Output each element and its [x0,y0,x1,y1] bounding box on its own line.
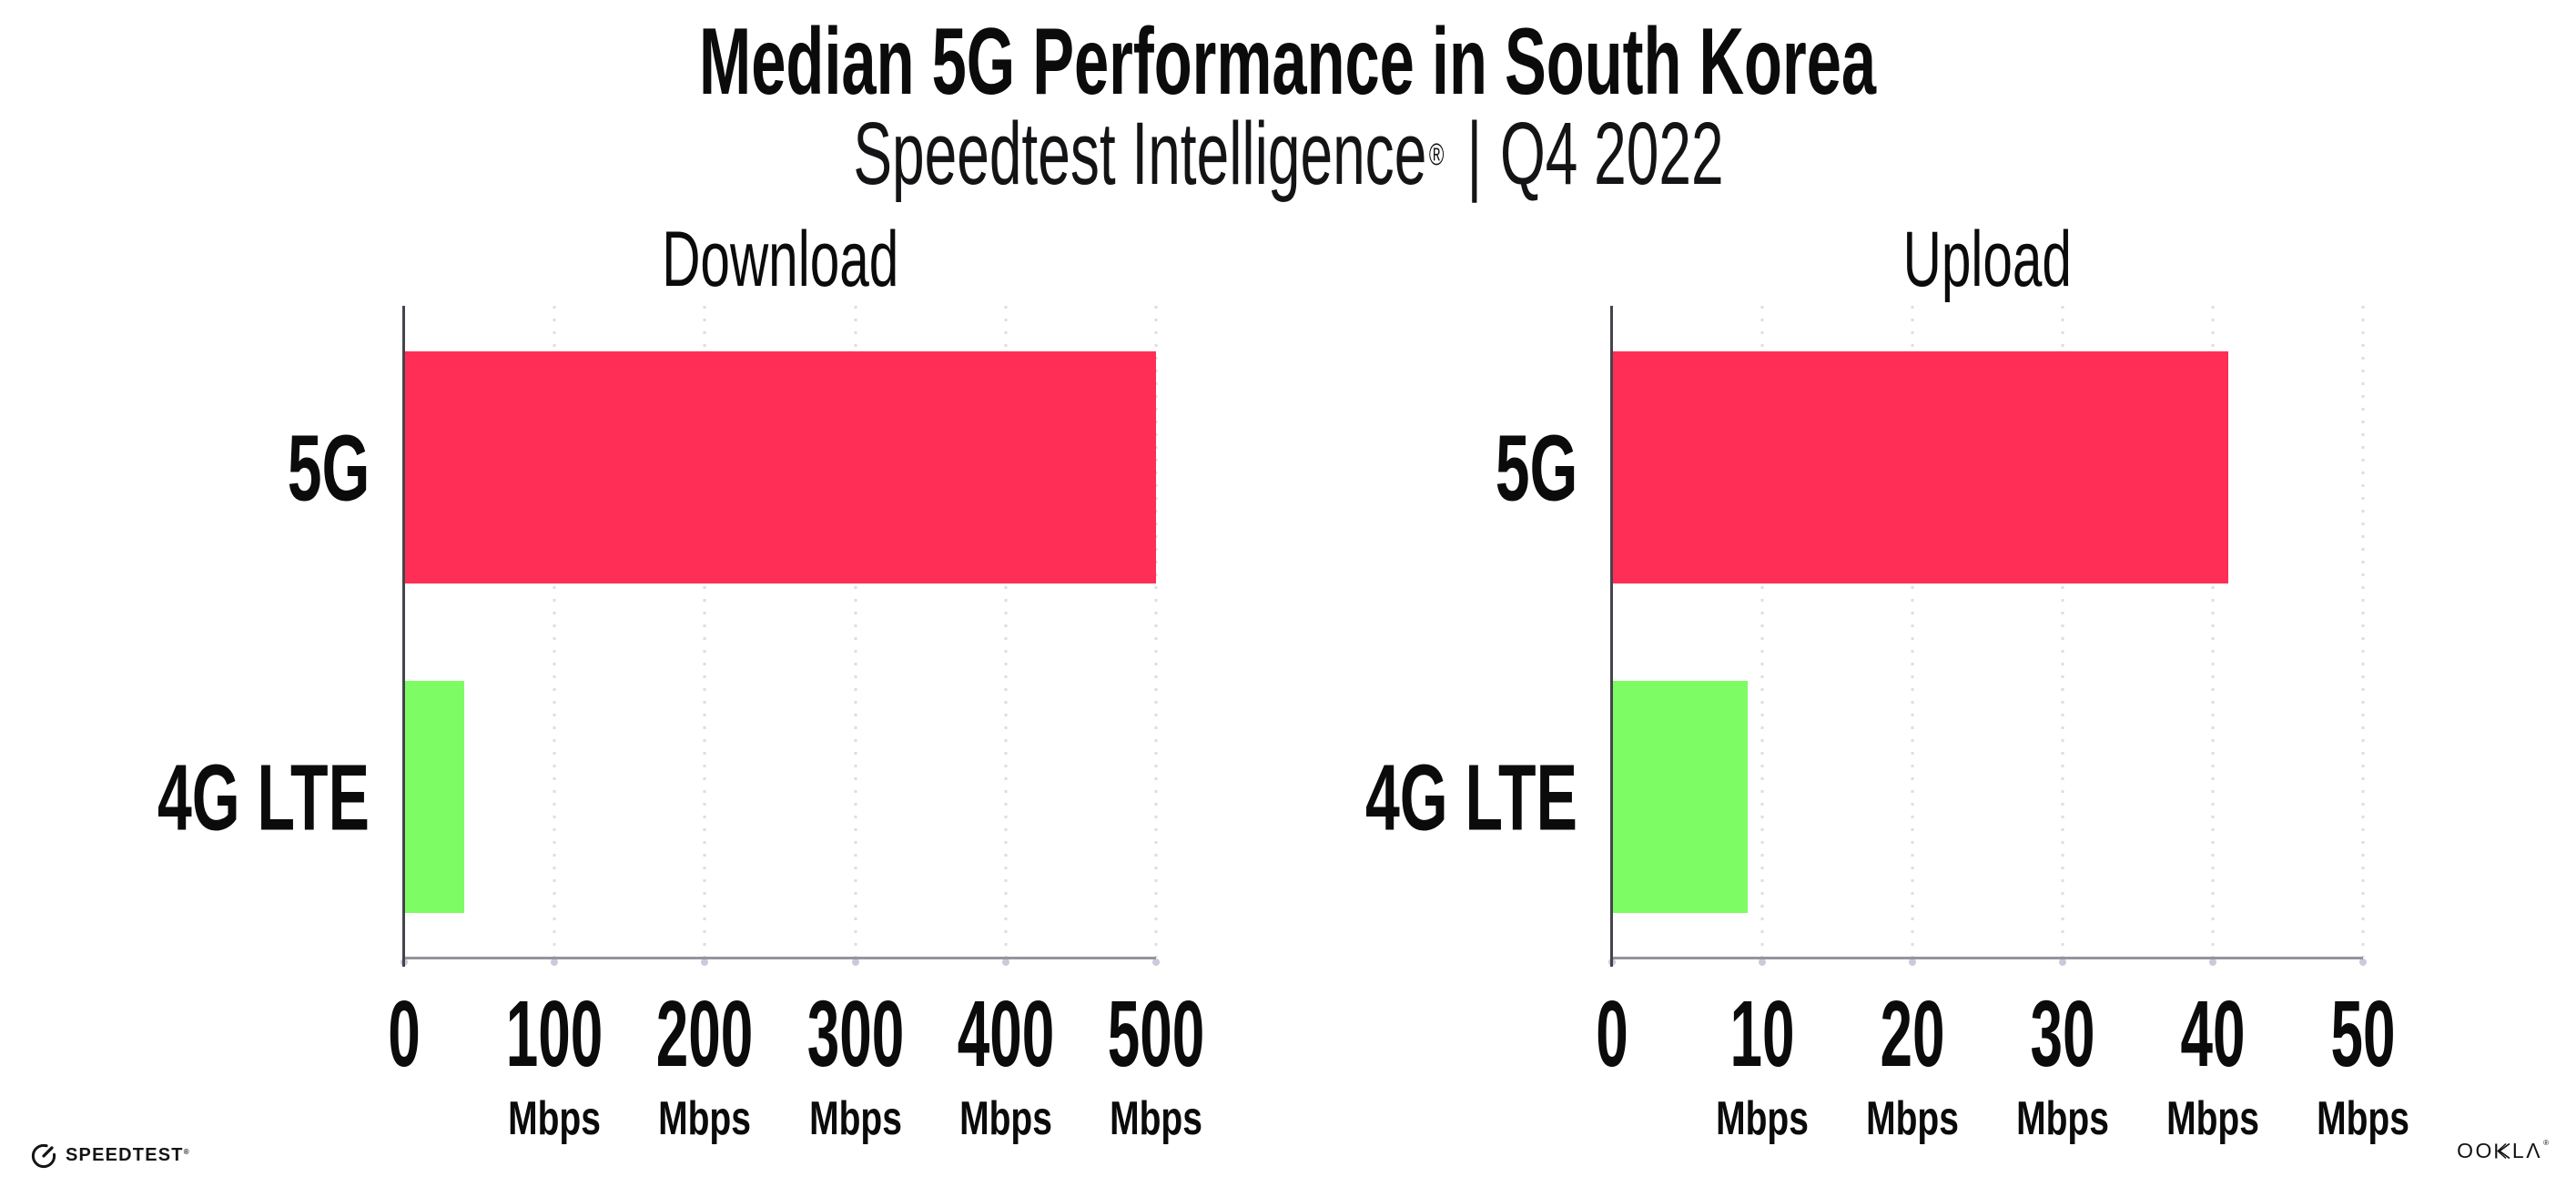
x-tick-value: 10 [1729,981,1795,1086]
x-tick-unit: Mbps [2166,1092,2259,1145]
ookla-letters-oo: OO [2457,1139,2494,1162]
x-tick-unit: Mbps [658,1092,752,1145]
download-x-axis-line [404,957,1156,959]
ookla-registered-mark: ® [2543,1139,2549,1147]
gridline-200-mbps [703,306,706,958]
x-tick-unit: Mbps [2016,1092,2109,1145]
x-tick-500: 500 Mbps [1078,987,1234,1142]
x-tick-value: 100 [505,981,603,1086]
upload-chart-title-text: Upload [1902,216,2073,303]
x-tick-unit [385,1095,424,1142]
gridline-300-mbps [854,306,857,958]
category-label-4g-lte: 4G LTE [1256,750,1577,844]
x-tick-40: 40 Mbps [2151,987,2275,1142]
page-title: Median 5G Performance in South Korea [0,9,2576,115]
download-y-axis-line [402,306,405,967]
upload-y-axis-line [1610,306,1613,967]
x-tick-unit: Mbps [958,1092,1052,1145]
x-tickmark-20 [1909,959,1916,966]
x-tick-value: 300 [806,981,904,1086]
x-tick-unit: Mbps [508,1092,602,1145]
x-tick-value: 30 [2030,981,2095,1086]
category-label-text: 5G [1495,415,1577,520]
x-tick-10: 10 Mbps [1700,987,1824,1142]
category-label-text: 5G [287,415,370,520]
x-tickmark-500 [1152,959,1160,966]
x-tick-value: 200 [656,981,754,1086]
gridline-40-mbps [2211,306,2215,958]
x-tick-unit: Mbps [808,1092,902,1145]
ookla-stylized-k-icon [2495,1143,2510,1159]
x-tick-value: 0 [388,981,421,1086]
x-tick-0: 0 [378,987,430,1142]
speedtest-registered-mark: ® [183,1147,189,1156]
x-tickmark-50 [2359,959,2367,966]
gridline-500-mbps [1154,306,1158,958]
subtitle-separator: | [1466,104,1482,203]
page-subtitle-text: Speedtest Intelligence® | Q4 2022 [853,107,1723,200]
x-tick-400: 400 Mbps [928,987,1084,1142]
x-tick-value: 20 [1880,981,1945,1086]
x-tick-200: 200 Mbps [626,987,783,1142]
download-chart-title: Download [404,217,1156,303]
category-label-4g-lte: 4G LTE [48,750,370,844]
x-tick-100: 100 Mbps [476,987,633,1142]
page-title-text: Median 5G Performance in South Korea [699,9,1877,115]
upload-x-axis-line [1612,957,2363,959]
category-label-5g: 5G [245,421,370,514]
x-tick-unit: Mbps [1716,1092,1809,1145]
bar-4g-lte [1612,681,1748,913]
upload-chart-plot: 0 10 Mbps 20 Mbps 30 Mbps 40 Mbps 50 Mbps 5G 4G LTE [1365,306,2409,1142]
gridline-30-mbps [2061,306,2064,958]
x-tick-unit: Mbps [1110,1092,1202,1145]
download-chart-plot: 0 100 Mbps 200 Mbps 300 Mbps 400 Mbps 500 Mbps 5G 4G… [157,306,1204,1142]
x-tickmark-40 [2209,959,2216,966]
x-tick-unit: Mbps [1866,1092,1959,1145]
x-tick-value: 400 [957,981,1055,1086]
x-tickmark-10 [1759,959,1766,966]
ookla-letter-a: Λ [2526,1139,2543,1162]
x-tick-300: 300 Mbps [777,987,934,1142]
x-tickmark-200 [701,959,709,966]
x-tick-value: 40 [2180,981,2246,1086]
upload-chart-title: Upload [1612,217,2363,303]
x-tick-value: 50 [2330,981,2396,1086]
category-label-text: 4G LTE [157,745,370,849]
x-tick-0: 0 [1586,987,1638,1142]
ookla-logo: OO L Λ ® [2457,1139,2549,1161]
category-label-5g: 5G [1453,421,1577,514]
subtitle-period: Q4 2022 [1499,104,1724,203]
x-tick-unit: Mbps [2317,1092,2409,1145]
x-tickmark-30 [2059,959,2066,966]
x-tickmark-100 [551,959,559,966]
bar-5g [404,351,1156,583]
gridline-400-mbps [1004,306,1008,958]
x-tick-unit [1593,1095,1632,1142]
x-tick-30: 30 Mbps [2001,987,2125,1142]
page-subtitle: Speedtest Intelligence® | Q4 2022 [0,107,2576,200]
gridline-100-mbps [553,306,556,958]
gridline-20-mbps [1911,306,1914,958]
gridline-10-mbps [1760,306,1764,958]
x-tickmark-300 [851,959,859,966]
x-tick-value: 500 [1107,981,1205,1086]
speedtest-wordmark-text: SPEEDTEST [66,1144,184,1165]
download-chart-title-text: Download [661,216,899,303]
speedtest-logo: SPEEDTEST® [30,1141,189,1169]
bar-4g-lte [404,681,465,913]
ookla-wordmark: OO L Λ [2457,1141,2542,1161]
category-label-text: 4G LTE [1365,745,1577,849]
bar-5g [1612,351,2228,583]
x-tick-20: 20 Mbps [1851,987,1974,1142]
registered-mark: ® [1428,137,1445,172]
ookla-letter-l: L [2511,1139,2527,1162]
x-tick-50: 50 Mbps [2301,987,2425,1142]
gridline-50-mbps [2361,306,2365,958]
subtitle-brand: Speedtest Intelligence [852,104,1426,203]
speedtest-gauge-icon [31,1143,56,1169]
x-tickmark-400 [1001,959,1009,966]
speedtest-wordmark: SPEEDTEST® [66,1145,189,1166]
x-tick-value: 0 [1596,981,1628,1086]
